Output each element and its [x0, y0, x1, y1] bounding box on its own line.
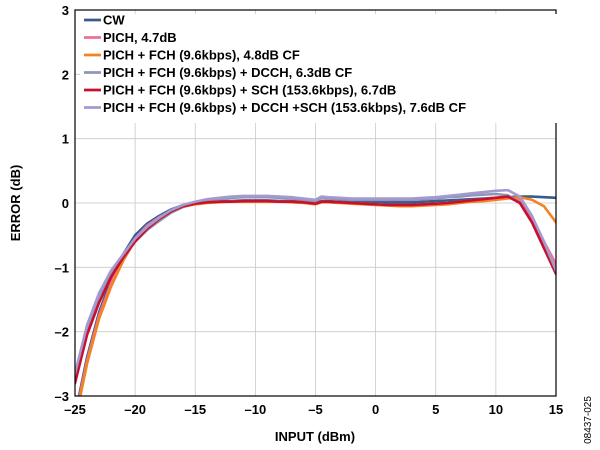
x-tick-label: –10	[245, 402, 267, 417]
y-tick-label: 3	[62, 3, 69, 18]
x-tick-label: 10	[489, 402, 503, 417]
plot-frame	[74, 9, 557, 397]
legend-label-5: PICH + FCH (9.6kbps) + SCH (153.6kbps), …	[103, 83, 396, 98]
y-tick-label: –3	[55, 389, 69, 404]
y-tick-label: 1	[62, 132, 69, 147]
legend: CW PICH, 4.7dB PICH + FCH (9.6kbps), 4.8dB…	[84, 13, 466, 115]
series-line-6	[75, 188, 556, 375]
x-tick-label: 0	[372, 402, 379, 417]
x-tick-label: –20	[124, 402, 146, 417]
x-axis-title: INPUT (dBm)	[275, 429, 355, 444]
x-tick-label: –5	[308, 402, 322, 417]
legend-label-3: PICH + FCH (9.6kbps), 4.8dB CF	[103, 48, 300, 63]
legend-background	[80, 14, 568, 123]
y-tick-label: 2	[62, 67, 69, 82]
x-tick-label: 15	[549, 402, 563, 417]
series-lines	[75, 188, 556, 396]
x-tick-label: 5	[432, 402, 439, 417]
legend-label-2: PICH, 4.7dB	[103, 30, 177, 45]
y-tick-label: –2	[55, 325, 69, 340]
legend-label-6: PICH + FCH (9.6kbps) + DCCH +SCH (153.6k…	[103, 100, 466, 115]
y-tick-label: –1	[55, 260, 69, 275]
figure-id: 08437-025	[583, 396, 594, 444]
y-axis-title: ERROR (dB)	[8, 165, 23, 242]
y-tick-label: 0	[62, 196, 69, 211]
x-tick-label: –15	[184, 402, 206, 417]
x-tick-label: –25	[64, 402, 86, 417]
x-tick-labels: –25 –20 –15 –10 –5 0 5 10 15	[64, 402, 563, 417]
y-tick-labels: –3 –2 –1 0 1 2 3	[55, 3, 69, 404]
legend-label-1: CW	[103, 13, 125, 28]
legend-label-4: PICH + FCH (9.6kbps) + DCCH, 6.3dB CF	[103, 65, 352, 80]
